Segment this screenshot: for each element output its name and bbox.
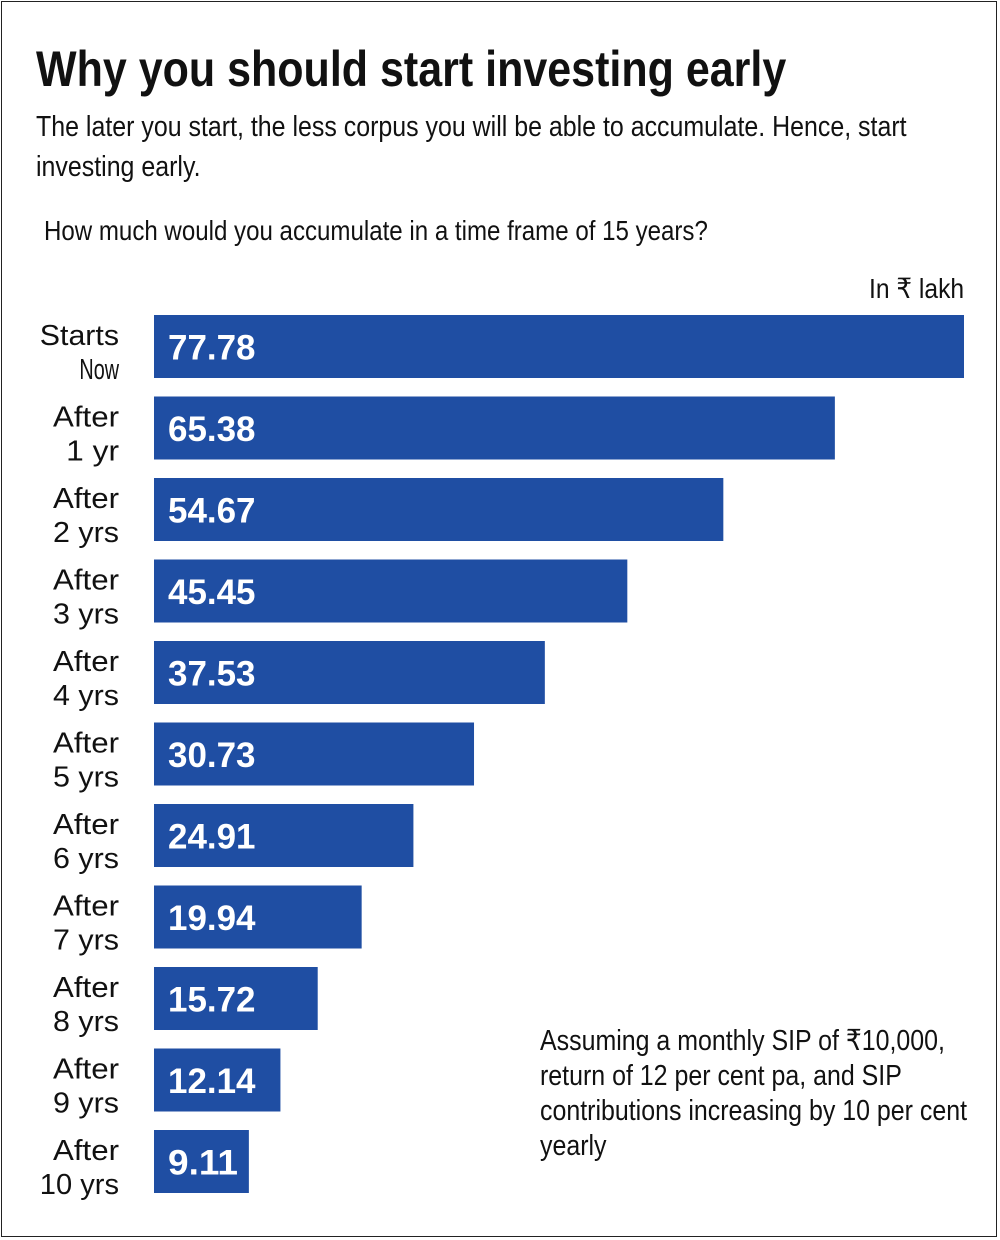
- bar-8: [154, 967, 318, 1030]
- bar-value-label: 19.94: [168, 899, 256, 938]
- category-label: 5 yrs: [53, 762, 119, 794]
- bar-2: [154, 478, 724, 541]
- category-label: 8 yrs: [53, 1006, 119, 1038]
- category-label: 2 yrs: [53, 517, 119, 549]
- bar-10: [154, 1130, 249, 1193]
- category-label: After: [53, 565, 119, 597]
- bar-7: [154, 885, 362, 949]
- bar-5: [154, 722, 475, 786]
- bar-value-label: 54.67: [168, 492, 256, 531]
- category-label: 1 yr: [66, 436, 119, 468]
- bar-value-label: 24.91: [168, 818, 256, 857]
- category-label: 3 yrs: [53, 599, 119, 631]
- category-label: After: [53, 809, 119, 841]
- bar-value-label: 12.14: [168, 1062, 256, 1101]
- category-label: After: [53, 972, 119, 1004]
- category-label: After: [53, 646, 119, 678]
- category-label: After: [53, 1054, 119, 1086]
- category-label: 6 yrs: [53, 843, 119, 875]
- bar-value-label: 77.78: [168, 329, 256, 368]
- bar-0: [154, 315, 964, 378]
- category-label: After: [53, 1135, 119, 1167]
- bar-value-label: 9.11: [168, 1144, 238, 1183]
- bar-value-label: 65.38: [168, 410, 256, 449]
- bar-value-label: 45.45: [168, 573, 256, 612]
- bar-9: [154, 1048, 281, 1112]
- chart-title: How much would you accumulate in a time …: [44, 215, 708, 246]
- category-label: 4 yrs: [53, 680, 119, 712]
- bar-1: [154, 396, 835, 460]
- category-label: After: [53, 402, 119, 434]
- category-label: Now: [79, 354, 119, 386]
- assumption-note: Assuming a monthly SIP of ₹10,000, retur…: [540, 1025, 968, 1162]
- page-title: Why you should start investing early: [36, 41, 787, 97]
- category-label: 9 yrs: [53, 1088, 119, 1120]
- category-label: 10 yrs: [40, 1169, 119, 1201]
- bar-3: [154, 559, 628, 623]
- bar-value-label: 30.73: [168, 736, 256, 775]
- bar-6: [154, 804, 414, 867]
- bar-value-label: 15.72: [168, 981, 256, 1020]
- bar-value-label: 37.53: [168, 655, 256, 694]
- category-label: Starts: [40, 320, 119, 352]
- category-label: After: [53, 891, 119, 923]
- bar-4: [154, 641, 545, 704]
- unit-label: In ₹ lakh: [868, 273, 964, 304]
- category-label: After: [53, 483, 119, 515]
- category-label: After: [53, 728, 119, 760]
- page-subtitle: The later you start, the less corpus you…: [36, 111, 907, 183]
- category-label: 7 yrs: [53, 925, 119, 957]
